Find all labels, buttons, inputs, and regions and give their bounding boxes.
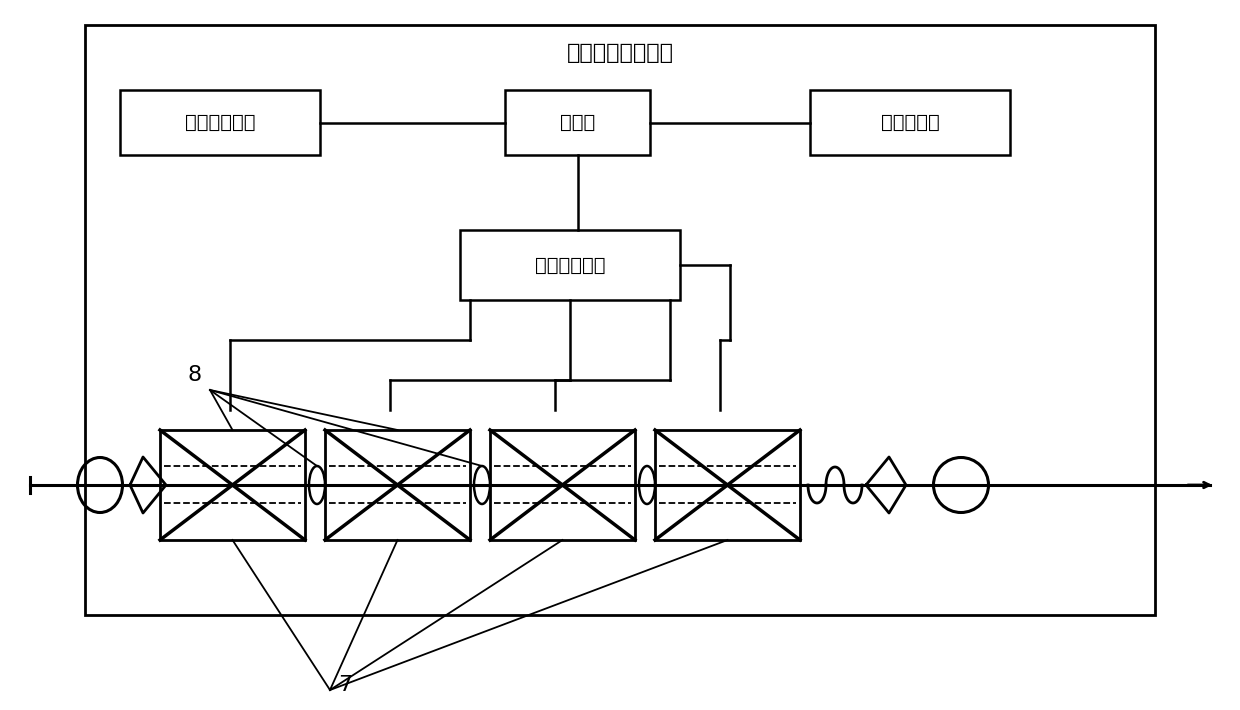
Bar bbox=[490, 430, 635, 540]
Bar bbox=[810, 90, 1011, 155]
Text: 7: 7 bbox=[339, 675, 352, 695]
Text: 距离选通模块: 距离选通模块 bbox=[185, 113, 255, 132]
Bar bbox=[460, 230, 680, 300]
Text: 可变光纤延时系统: 可变光纤延时系统 bbox=[567, 43, 673, 63]
Text: 8: 8 bbox=[188, 365, 202, 385]
Bar bbox=[655, 430, 800, 540]
Text: 距离显示器: 距离显示器 bbox=[880, 113, 940, 132]
Text: 单片机: 单片机 bbox=[560, 113, 595, 132]
Bar bbox=[120, 90, 320, 155]
Bar bbox=[86, 25, 1154, 615]
Bar bbox=[505, 90, 650, 155]
Text: 光开关控制器: 光开关控制器 bbox=[534, 256, 605, 275]
Bar bbox=[160, 430, 305, 540]
Bar bbox=[325, 430, 470, 540]
